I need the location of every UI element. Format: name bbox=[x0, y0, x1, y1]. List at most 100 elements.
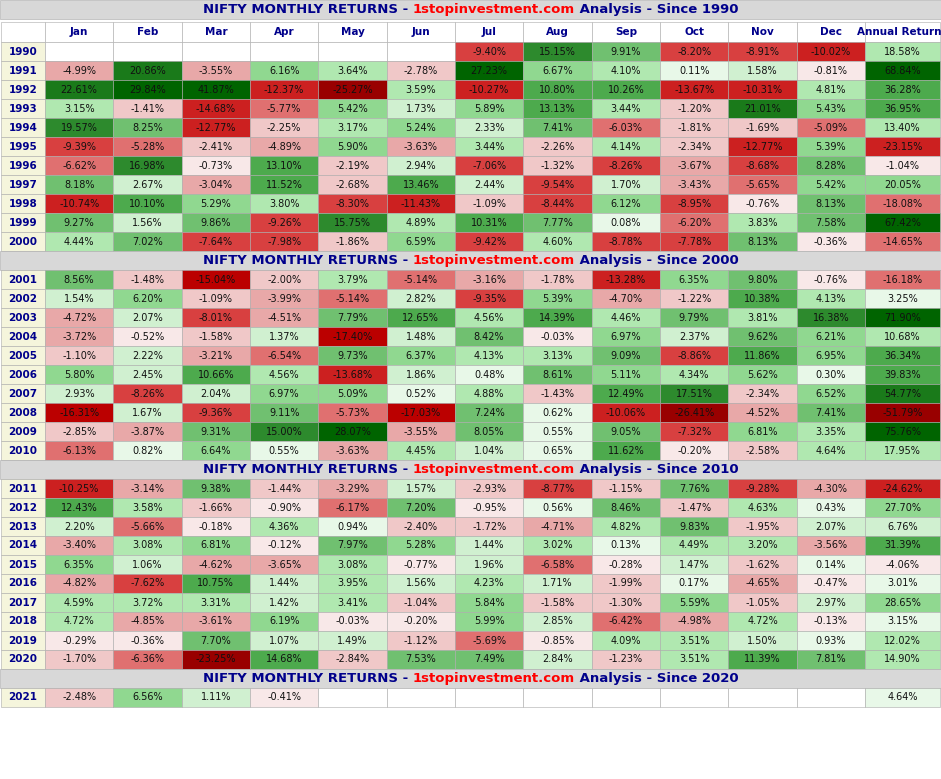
Text: 2.45%: 2.45% bbox=[132, 369, 163, 379]
Text: 5.84%: 5.84% bbox=[474, 597, 504, 608]
Bar bbox=[728, 308, 797, 327]
Bar bbox=[728, 441, 797, 460]
Bar bbox=[387, 80, 455, 99]
Text: -1.86%: -1.86% bbox=[336, 237, 370, 246]
Text: -9.36%: -9.36% bbox=[199, 407, 232, 418]
Text: 3.58%: 3.58% bbox=[132, 502, 163, 513]
Bar bbox=[865, 650, 940, 669]
Text: 7.02%: 7.02% bbox=[132, 237, 163, 246]
Bar bbox=[592, 384, 660, 403]
Text: -6.54%: -6.54% bbox=[267, 351, 301, 361]
Text: 11.39%: 11.39% bbox=[744, 654, 781, 664]
Bar bbox=[1, 403, 45, 422]
Bar bbox=[45, 498, 113, 517]
Text: 6.97%: 6.97% bbox=[269, 389, 299, 399]
Bar bbox=[728, 555, 797, 574]
Bar bbox=[182, 137, 250, 156]
Bar bbox=[592, 175, 660, 194]
Bar bbox=[250, 137, 318, 156]
Text: -0.47%: -0.47% bbox=[814, 579, 848, 588]
Text: -7.62%: -7.62% bbox=[131, 579, 165, 588]
Bar bbox=[45, 213, 113, 232]
Bar bbox=[728, 61, 797, 80]
Bar bbox=[113, 422, 182, 441]
Bar bbox=[523, 42, 592, 61]
Text: 39.83%: 39.83% bbox=[885, 369, 921, 379]
Bar bbox=[387, 213, 455, 232]
Text: 6.97%: 6.97% bbox=[611, 332, 641, 341]
Text: 5.39%: 5.39% bbox=[816, 142, 846, 151]
Text: 1.70%: 1.70% bbox=[611, 179, 641, 189]
Bar bbox=[318, 118, 387, 137]
Bar bbox=[387, 346, 455, 365]
Bar bbox=[865, 403, 940, 422]
Text: 6.37%: 6.37% bbox=[406, 351, 436, 361]
Text: 36.95%: 36.95% bbox=[885, 104, 921, 114]
Bar bbox=[592, 194, 660, 213]
Bar bbox=[728, 384, 797, 403]
Text: 9.27%: 9.27% bbox=[64, 217, 94, 227]
Text: 0.17%: 0.17% bbox=[678, 579, 710, 588]
Bar bbox=[797, 555, 865, 574]
Text: 5.43%: 5.43% bbox=[816, 104, 846, 114]
Text: -0.20%: -0.20% bbox=[404, 616, 438, 626]
Bar bbox=[592, 22, 660, 42]
Text: -9.54%: -9.54% bbox=[540, 179, 575, 189]
Bar bbox=[797, 650, 865, 669]
Bar bbox=[660, 22, 728, 42]
Bar bbox=[865, 688, 940, 707]
Bar bbox=[318, 80, 387, 99]
Bar bbox=[523, 574, 592, 593]
Bar bbox=[865, 137, 940, 156]
Bar bbox=[797, 517, 865, 536]
Text: -6.62%: -6.62% bbox=[62, 160, 96, 171]
Text: -1.66%: -1.66% bbox=[199, 502, 232, 513]
Bar bbox=[45, 612, 113, 631]
Bar bbox=[113, 403, 182, 422]
Bar bbox=[660, 441, 728, 460]
Bar bbox=[113, 42, 182, 61]
Bar bbox=[113, 194, 182, 213]
Bar bbox=[523, 22, 592, 42]
Text: -1.78%: -1.78% bbox=[540, 274, 575, 284]
Text: -6.58%: -6.58% bbox=[540, 559, 575, 569]
Bar bbox=[592, 631, 660, 650]
Bar bbox=[318, 574, 387, 593]
Bar bbox=[797, 593, 865, 612]
Text: NIFTY MONTHLY RETURNS -: NIFTY MONTHLY RETURNS - bbox=[202, 3, 412, 16]
Bar bbox=[45, 479, 113, 498]
Bar bbox=[455, 137, 523, 156]
Bar bbox=[592, 232, 660, 251]
Bar bbox=[1, 593, 45, 612]
Bar bbox=[387, 365, 455, 384]
Text: -1.12%: -1.12% bbox=[404, 636, 438, 646]
Bar bbox=[387, 536, 455, 555]
Bar bbox=[113, 327, 182, 346]
Bar bbox=[660, 346, 728, 365]
Bar bbox=[318, 593, 387, 612]
Text: -6.03%: -6.03% bbox=[609, 122, 643, 132]
Bar bbox=[523, 308, 592, 327]
Bar bbox=[592, 688, 660, 707]
Bar bbox=[0, 251, 941, 270]
Text: 5.39%: 5.39% bbox=[542, 294, 573, 304]
Bar bbox=[455, 308, 523, 327]
Text: 4.14%: 4.14% bbox=[611, 142, 641, 151]
Bar bbox=[318, 327, 387, 346]
Text: 3.79%: 3.79% bbox=[337, 274, 368, 284]
Text: -1.69%: -1.69% bbox=[745, 122, 779, 132]
Bar bbox=[387, 631, 455, 650]
Text: 10.38%: 10.38% bbox=[744, 294, 781, 304]
Bar bbox=[660, 289, 728, 308]
Text: 8.18%: 8.18% bbox=[64, 179, 94, 189]
Bar bbox=[250, 365, 318, 384]
Text: -5.28%: -5.28% bbox=[131, 142, 165, 151]
Bar bbox=[455, 650, 523, 669]
Bar bbox=[250, 517, 318, 536]
Bar bbox=[865, 80, 940, 99]
Text: 10.10%: 10.10% bbox=[129, 199, 166, 209]
Bar bbox=[523, 213, 592, 232]
Text: -0.03%: -0.03% bbox=[336, 616, 370, 626]
Bar bbox=[1, 137, 45, 156]
Bar bbox=[318, 61, 387, 80]
